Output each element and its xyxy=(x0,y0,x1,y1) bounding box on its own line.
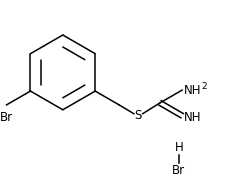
Text: NH: NH xyxy=(184,84,201,97)
Text: S: S xyxy=(134,109,142,122)
Text: H: H xyxy=(175,141,183,154)
Text: Br: Br xyxy=(0,111,13,124)
Text: Br: Br xyxy=(172,164,186,177)
Text: NH: NH xyxy=(184,111,201,124)
Text: 2: 2 xyxy=(202,82,207,91)
